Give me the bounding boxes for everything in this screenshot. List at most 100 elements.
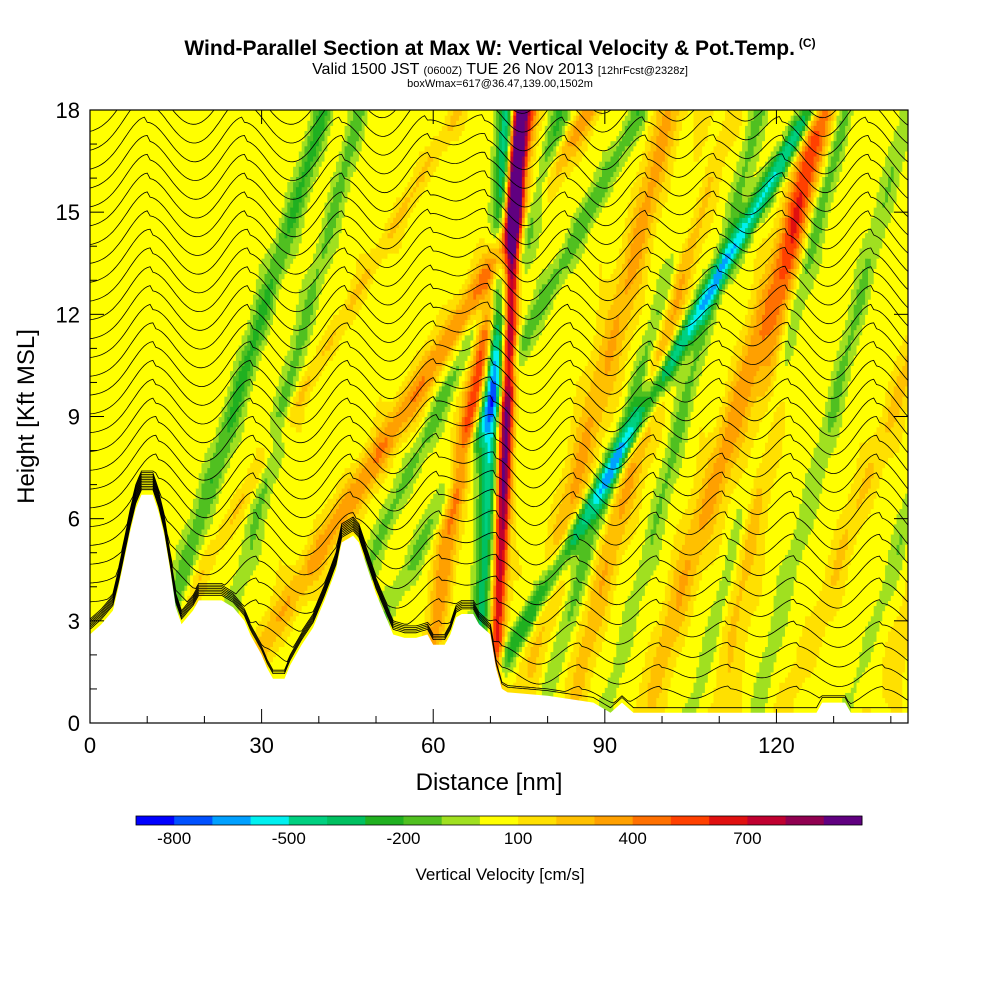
field-cell: [596, 503, 600, 509]
field-cell: [602, 150, 606, 167]
field-cell: [204, 110, 208, 453]
field-cell: [656, 477, 660, 504]
field-cell: [590, 416, 594, 428]
field-cell: [407, 462, 411, 484]
field-cell: [364, 125, 369, 254]
field-cell: [599, 518, 603, 530]
field-cell: [796, 120, 800, 131]
field-cell: [547, 641, 552, 663]
field-cell: [416, 436, 420, 453]
field-cell: [336, 350, 340, 484]
field-cell: [501, 671, 506, 683]
field-cell: [284, 585, 288, 601]
field-cell: [719, 544, 723, 581]
field-cell: [376, 447, 380, 463]
field-cell: [793, 130, 798, 142]
field-cell: [287, 350, 291, 372]
field-cell: [519, 253, 523, 326]
field-cell: [304, 130, 308, 147]
field-cell: [353, 288, 357, 305]
field-cell: [596, 309, 600, 361]
field-cell: [710, 605, 715, 663]
field-cell: [639, 442, 643, 474]
field-cell: [816, 442, 820, 509]
field-cell: [539, 273, 543, 290]
field-cell: [699, 528, 703, 555]
field-cell: [642, 406, 646, 412]
field-cell: [544, 176, 549, 269]
field-cell: [733, 242, 737, 249]
field-cell: [765, 646, 769, 704]
field-cell: [767, 288, 772, 336]
field-cell: [213, 110, 217, 438]
field-cell: [250, 324, 254, 341]
field-cell: [742, 212, 746, 218]
field-cell: [576, 518, 580, 525]
field-cell: [756, 171, 760, 183]
field-cell: [742, 253, 746, 264]
field-cell: [410, 110, 414, 177]
field-cell: [690, 411, 695, 489]
field-cell: [759, 217, 763, 223]
field-cell: [427, 503, 431, 520]
field-cell: [556, 585, 560, 617]
field-cell: [602, 493, 606, 499]
field-cell: [398, 467, 403, 484]
field-cell: [504, 247, 509, 254]
field-cell: [539, 232, 543, 275]
field-cell: [627, 120, 632, 147]
field-cell: [667, 299, 672, 310]
field-cell: [464, 442, 469, 453]
field-cell: [293, 396, 297, 428]
field-cell: [341, 217, 346, 305]
field-cell: [725, 201, 729, 228]
field-cell: [427, 411, 431, 423]
field-cell: [450, 309, 454, 320]
field-cell: [496, 145, 500, 218]
field-cell: [521, 636, 526, 642]
field-cell: [444, 150, 449, 305]
field-cell: [539, 288, 543, 321]
field-cell: [327, 513, 331, 525]
field-cell: [570, 135, 574, 147]
field-cell: [779, 457, 783, 566]
field-cell: [622, 457, 626, 464]
field-cell: [782, 247, 786, 280]
field-cell: [696, 452, 700, 499]
field-cell: [353, 482, 357, 509]
field-cell: [241, 518, 246, 540]
field-cell: [284, 258, 288, 274]
field-cell: [499, 656, 503, 668]
field-cell: [713, 324, 717, 428]
field-cell: [264, 467, 268, 479]
field-cell: [770, 247, 775, 264]
field-cell: [602, 472, 606, 479]
field-cell: [765, 283, 769, 300]
field-cell: [687, 355, 692, 377]
field-cell: [479, 411, 483, 418]
field-cell: [736, 564, 740, 596]
field-cell: [619, 396, 623, 418]
field-cell: [521, 176, 526, 198]
field-cell: [504, 493, 509, 515]
field-cell: [561, 253, 566, 269]
field-cell: [607, 677, 612, 723]
field-cell: [284, 232, 288, 239]
field-cell: [770, 207, 775, 229]
field-cell: [581, 431, 586, 474]
field-cell: [559, 273, 563, 290]
field-cell: [490, 365, 494, 377]
field-cell: [745, 207, 749, 213]
field-cell: [341, 334, 346, 474]
field-cell: [581, 513, 586, 520]
field-cell: [716, 636, 720, 668]
field-cell: [544, 580, 549, 591]
field-cell: [604, 350, 609, 377]
field-cell: [378, 508, 383, 525]
field-cell: [567, 620, 572, 642]
field-cell: [679, 355, 683, 361]
field-cell: [258, 110, 263, 264]
field-cell: [622, 120, 626, 137]
field-cell: [447, 600, 451, 627]
field-cell: [376, 268, 380, 402]
